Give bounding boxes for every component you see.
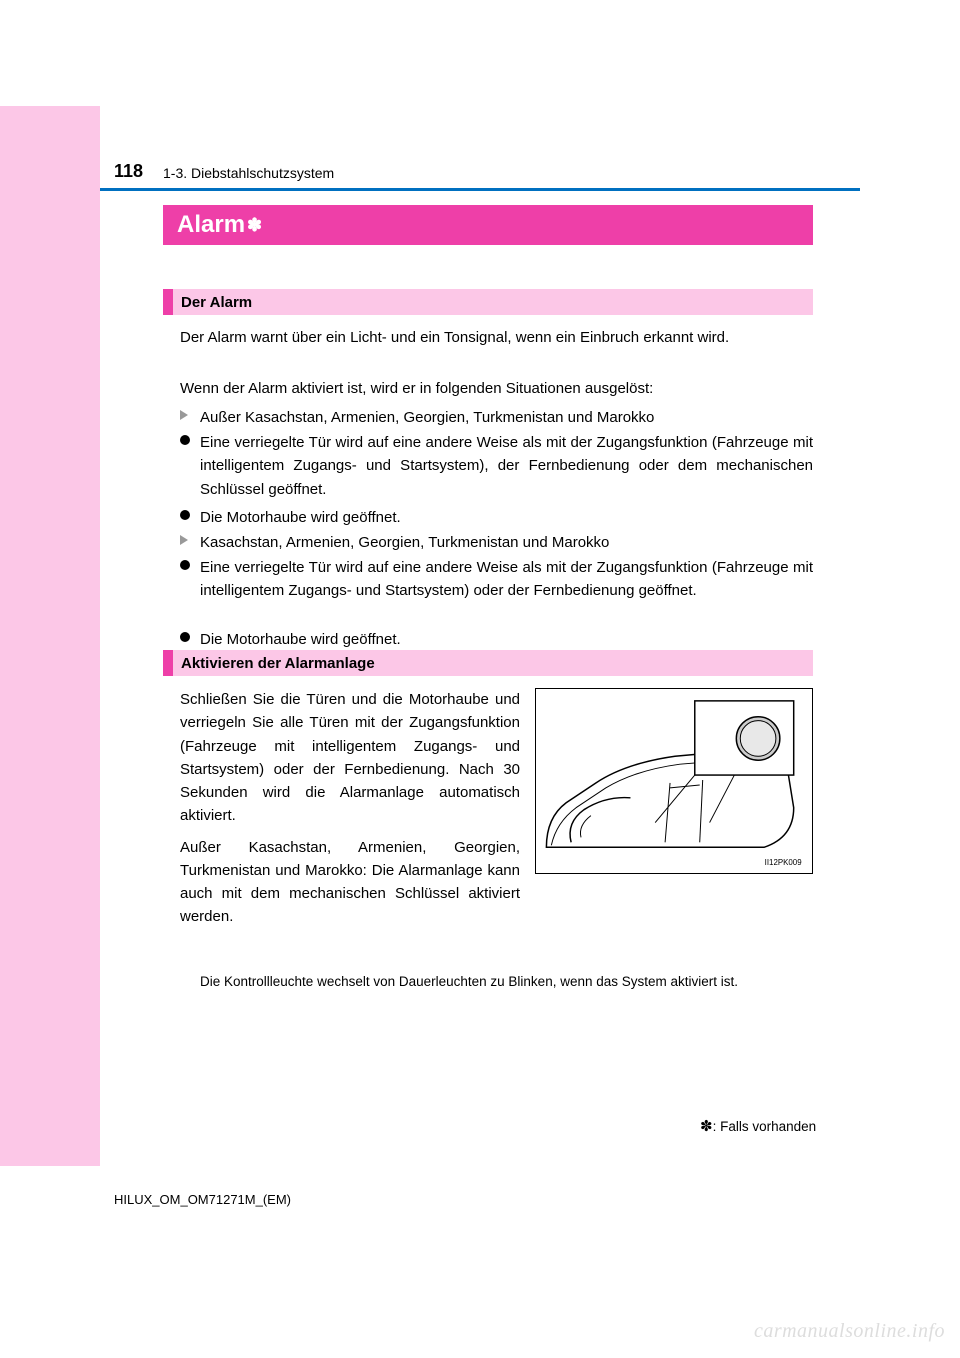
subheader-label: Aktivieren der Alarmanlage <box>181 655 375 672</box>
vehicle-illustration-icon: II12PK009 <box>536 689 812 873</box>
subheader-der-alarm: Der Alarm <box>163 289 813 315</box>
bullet-item-3: Eine verriegelte Tür wird auf eine ander… <box>180 556 813 603</box>
diagram-label: II12PK009 <box>765 858 803 867</box>
watermark: carmanualsonline.info <box>754 1320 945 1343</box>
region-text: Außer Kasachstan, Armenien, Georgien, Tu… <box>200 406 813 429</box>
bullet-text: Eine verriegelte Tür wird auf eine ander… <box>200 556 813 603</box>
paragraph-intro2: Wenn der Alarm aktiviert ist, wird er in… <box>180 377 813 400</box>
paragraph-intro1: Der Alarm warnt über ein Licht- und ein … <box>180 326 813 349</box>
dashboard-diagram: II12PK009 <box>535 688 813 874</box>
activation-p1: Schließen Sie die Türen und die Motorhau… <box>180 688 520 828</box>
bullet-icon <box>180 560 190 570</box>
bullet-item-1: Eine verriegelte Tür wird auf eine ander… <box>180 431 813 501</box>
subheader-aktivieren: Aktivieren der Alarmanlage <box>163 650 813 676</box>
bullet-item-4: Die Motorhaube wird geöffnet. <box>180 628 813 651</box>
bullet-text: Eine verriegelte Tür wird auf eine ander… <box>200 431 813 501</box>
activation-p2: Außer Kasachstan, Armenien, Georgien, Tu… <box>180 836 520 929</box>
page-title-box: Alarm✽ <box>163 205 813 245</box>
bullet-text: Die Motorhaube wird geöffnet. <box>200 506 813 529</box>
footer-document-id: HILUX_OM_OM71271M_(EM) <box>114 1192 291 1207</box>
region-item-2: Kasachstan, Armenien, Georgien, Turkmeni… <box>180 531 813 554</box>
indicator-note: Die Kontrollleuchte wechselt von Dauerle… <box>200 972 813 992</box>
triangle-icon <box>180 535 188 545</box>
bullet-icon <box>180 632 190 642</box>
subheader-label: Der Alarm <box>181 294 252 311</box>
title-asterisk-icon: ✽ <box>247 215 262 236</box>
footnote-asterisk-icon: ✽ <box>700 1118 713 1135</box>
footnote-text: : Falls vorhanden <box>713 1119 817 1134</box>
region-item-1: Außer Kasachstan, Armenien, Georgien, Tu… <box>180 406 813 429</box>
region-text: Kasachstan, Armenien, Georgien, Turkmeni… <box>200 531 813 554</box>
bullet-icon <box>180 435 190 445</box>
footnote: ✽: Falls vorhanden <box>700 1117 816 1135</box>
bullet-icon <box>180 510 190 520</box>
triangle-icon <box>180 410 188 420</box>
header-divider <box>100 188 860 191</box>
sidebar-pink-bar <box>0 106 100 1166</box>
bullet-item-2: Die Motorhaube wird geöffnet. <box>180 506 813 529</box>
page-title: Alarm <box>177 211 245 239</box>
bullet-text: Die Motorhaube wird geöffnet. <box>200 628 813 651</box>
activation-paragraphs: Schließen Sie die Türen und die Motorhau… <box>180 688 520 937</box>
page-number: 118 <box>114 161 143 182</box>
section-header: 1-3. Diebstahlschutzsystem <box>163 165 334 181</box>
